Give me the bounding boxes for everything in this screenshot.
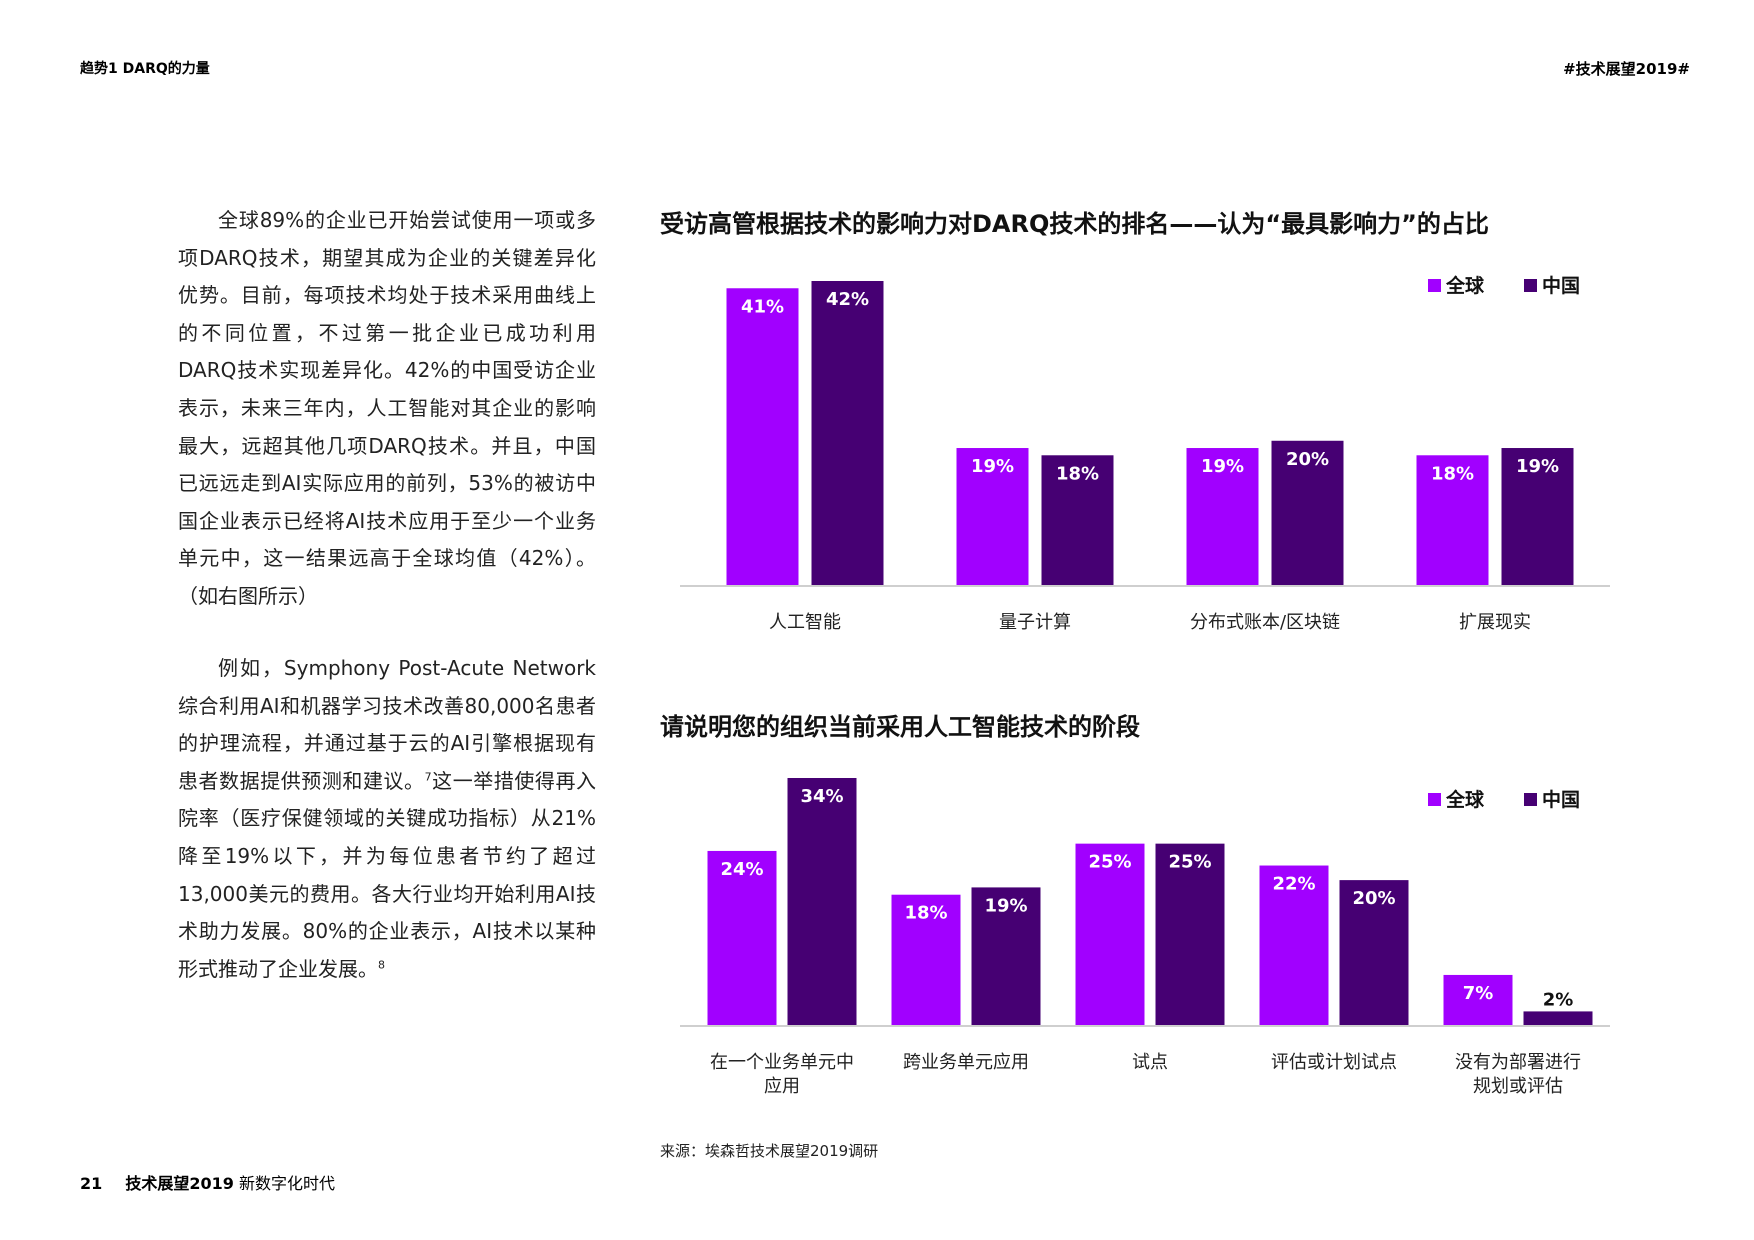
body-paragraph-1: 全球89%的企业已开始尝试使用一项或多项DARQ技术，期望其成为企业的关键差异化…	[178, 202, 596, 616]
hashtag-header: #技术展望2019#	[1563, 60, 1690, 78]
bar-china-2	[1271, 440, 1344, 586]
legend-label: 中国	[1542, 788, 1580, 811]
data-label: 24%	[720, 859, 763, 880]
data-label: 18%	[904, 903, 947, 924]
category-label: 应用	[764, 1076, 800, 1097]
footnote-ref-8: 8	[378, 958, 385, 972]
bar-global-1	[891, 894, 961, 1026]
category-label: 扩展现实	[1459, 612, 1531, 633]
bar-china-1	[971, 887, 1041, 1026]
category-label: 量子计算	[999, 612, 1071, 633]
legend-swatch	[1524, 793, 1537, 806]
bar-china-3	[1339, 880, 1409, 1026]
section-header: 趋势1 DARQ的力量	[80, 61, 210, 77]
chart-2-title: 请说明您的组织当前采用人工智能技术的阶段	[660, 713, 1140, 741]
category-label: 规划或评估	[1473, 1076, 1563, 1097]
footnote-ref-7: 7	[424, 770, 432, 784]
bar-global-2	[1075, 843, 1145, 1026]
legend-label: 全球	[1445, 274, 1485, 297]
data-label: 34%	[800, 786, 843, 807]
bar-global-0	[726, 288, 799, 586]
bar-china-3	[1501, 448, 1574, 586]
data-label: 18%	[1056, 463, 1099, 484]
data-label: 19%	[984, 895, 1027, 916]
bar-global-0	[707, 850, 777, 1026]
data-label: 22%	[1272, 874, 1315, 895]
chart-1-darq-ranking: 41% 42% 人工智能 19% 18% 量子计算 19% 20% 分布式账本/区块链 18% 19…	[680, 274, 1610, 633]
footer-subtitle: 新数字化时代	[239, 1174, 336, 1193]
body-paragraph-2: 例如，Symphony Post-Acute Network综合利用AI和机器学…	[178, 650, 596, 988]
category-label: 人工智能	[769, 612, 841, 633]
bar-china-0	[811, 281, 884, 586]
source-note: 来源：埃森哲技术展望2019调研	[660, 1142, 879, 1160]
data-label: 19%	[1516, 456, 1559, 477]
bar-global-1	[956, 448, 1029, 586]
bar-china-4	[1523, 1011, 1593, 1026]
data-label: 25%	[1168, 852, 1211, 873]
bar-global-3	[1259, 865, 1329, 1026]
paragraph-2-text: 例如，Symphony Post-Acute Network综合利用AI和机器学…	[178, 656, 596, 793]
category-label: 评估或计划试点	[1271, 1052, 1397, 1073]
legend-label: 中国	[1542, 274, 1580, 297]
category-label: 跨业务单元应用	[903, 1052, 1029, 1073]
category-label: 在一个业务单元中	[710, 1052, 854, 1073]
page-number: 21	[80, 1174, 103, 1193]
category-label: 分布式账本/区块链	[1190, 612, 1340, 633]
category-label: 没有为部署进行	[1455, 1052, 1581, 1073]
data-label: 20%	[1352, 888, 1395, 909]
footer-title: 技术展望2019	[125, 1174, 234, 1193]
bar-china-0	[787, 778, 857, 1026]
data-label: 7%	[1463, 983, 1494, 1004]
bar-china-2	[1155, 843, 1225, 1026]
data-label: 19%	[1201, 456, 1244, 477]
bar-global-3	[1416, 455, 1489, 586]
data-label: 2%	[1543, 989, 1574, 1010]
data-label: 20%	[1286, 449, 1329, 470]
paragraph-2-continued: 这一举措使得再入院率（医疗保健领域的关键成功指标）从21%降至19%以下，并为每…	[178, 768, 597, 981]
bar-global-2	[1186, 448, 1259, 586]
data-label: 19%	[971, 456, 1014, 477]
legend-swatch	[1428, 793, 1441, 806]
data-label: 41%	[741, 296, 784, 317]
page-footer: 21 技术展望2019 新数字化时代	[80, 1170, 335, 1194]
legend-swatch	[1524, 279, 1537, 292]
data-label: 42%	[826, 289, 869, 310]
category-label: 试点	[1132, 1052, 1168, 1073]
legend-label: 全球	[1445, 788, 1485, 811]
bar-china-1	[1041, 455, 1114, 586]
data-label: 25%	[1088, 852, 1131, 873]
paragraph-1-text: 全球89%的企业已开始尝试使用一项或多项DARQ技术，期望其成为企业的关键差异化…	[178, 208, 596, 608]
chart-1-title: 受访高管根据技术的影响力对DARQ技术的排名——认为“最具影响力”的占比	[660, 210, 1489, 238]
data-label: 18%	[1431, 463, 1474, 484]
legend-swatch	[1428, 279, 1441, 292]
bar-global-4	[1443, 974, 1513, 1026]
